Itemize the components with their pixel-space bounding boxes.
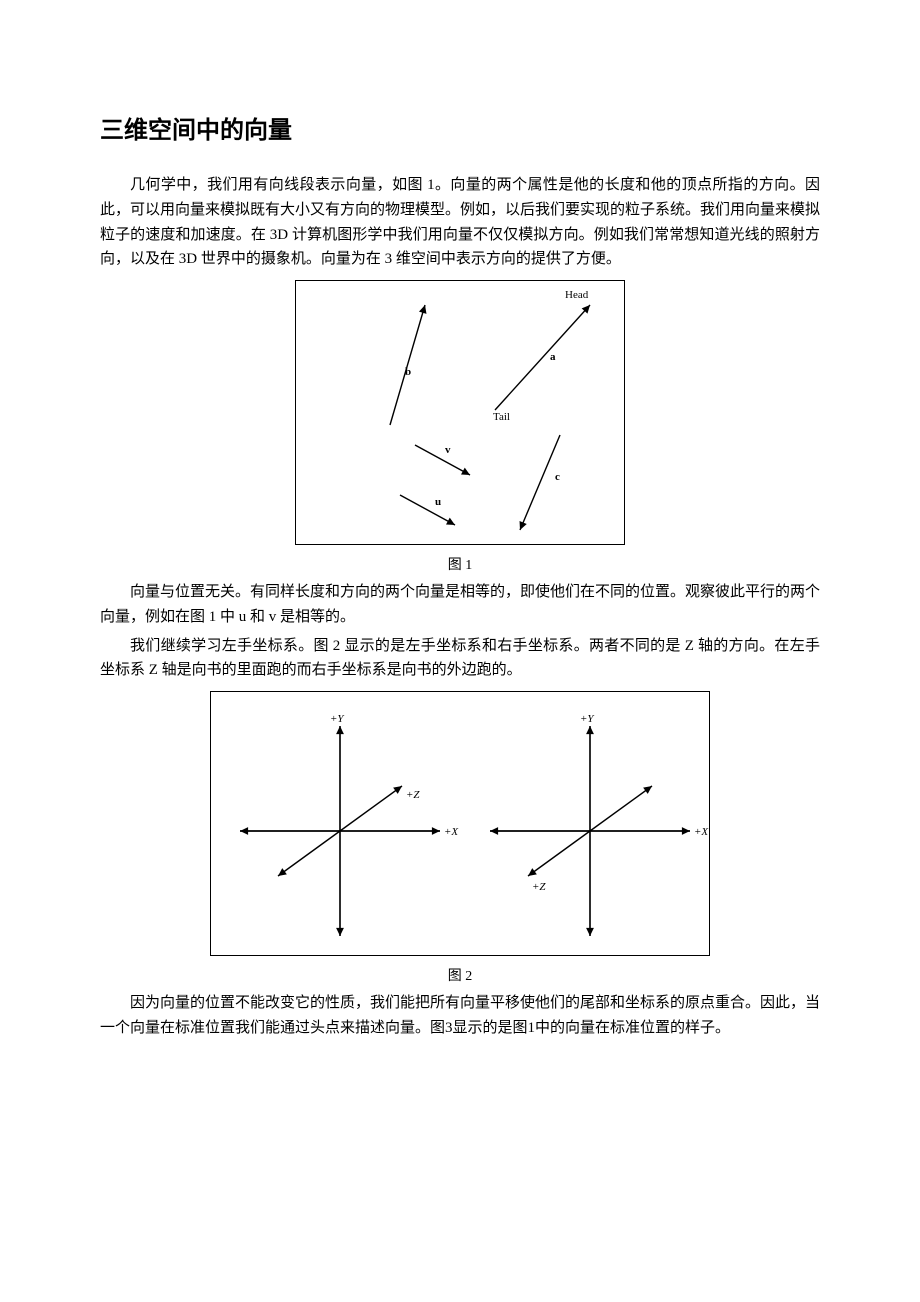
figure-1-svg: b a v u c Head Tail xyxy=(295,280,625,545)
svg-text:b: b xyxy=(405,366,411,378)
paragraph-4: 因为向量的位置不能改变它的性质，我们能把所有向量平移使他们的尾部和坐标系的原点重… xyxy=(100,991,820,1041)
svg-text:Head: Head xyxy=(565,289,589,301)
document-page: 三维空间中的向量 几何学中，我们用有向线段表示向量，如图 1。向量的两个属性是他… xyxy=(0,0,920,1302)
figure-2-svg: +X +Y +Z +X +Y +Z xyxy=(210,691,710,956)
paragraph-1: 几何学中，我们用有向线段表示向量，如图 1。向量的两个属性是他的长度和他的顶点所… xyxy=(100,173,820,272)
paragraph-3: 我们继续学习左手坐标系。图 2 显示的是左手坐标系和右手坐标系。两者不同的是 Z… xyxy=(100,634,820,684)
figure-1-caption: 图 1 xyxy=(100,554,820,574)
figure-2: +X +Y +Z +X +Y +Z xyxy=(100,691,820,961)
svg-text:a: a xyxy=(550,351,556,363)
figure-2-caption: 图 2 xyxy=(100,965,820,985)
svg-text:v: v xyxy=(445,444,451,456)
svg-text:+Y: +Y xyxy=(580,713,595,725)
svg-text:u: u xyxy=(435,496,441,508)
svg-text:+Z: +Z xyxy=(406,789,420,801)
svg-text:+X: +X xyxy=(444,826,459,838)
svg-text:Tail: Tail xyxy=(493,411,510,423)
svg-text:+X: +X xyxy=(694,826,709,838)
svg-text:+Y: +Y xyxy=(330,713,345,725)
paragraph-2: 向量与位置无关。有同样长度和方向的两个向量是相等的，即使他们在不同的位置。观察彼… xyxy=(100,580,820,630)
svg-text:c: c xyxy=(555,471,560,483)
figure-1: b a v u c Head Tail xyxy=(100,280,820,550)
svg-text:+Z: +Z xyxy=(532,881,546,893)
page-title: 三维空间中的向量 xyxy=(100,110,820,145)
